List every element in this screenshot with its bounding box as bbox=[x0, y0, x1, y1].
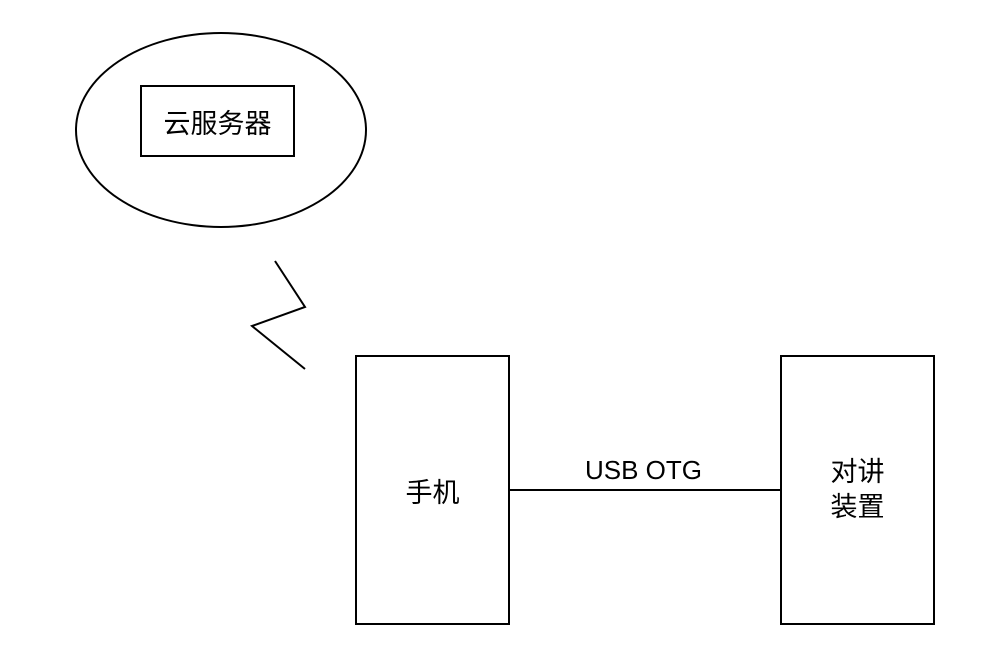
intercom-node: 对讲 装置 bbox=[780, 355, 935, 625]
cloud-server-node: 云服务器 bbox=[140, 85, 295, 157]
diagram-canvas: 云服务器 手机 对讲 装置 USB OTG bbox=[0, 0, 1000, 661]
phone-label: 手机 bbox=[406, 471, 460, 510]
cloud-server-label: 云服务器 bbox=[164, 102, 272, 141]
usb-otg-label: USB OTG bbox=[585, 455, 702, 486]
wireless-zigzag bbox=[252, 261, 305, 369]
intercom-label: 对讲 装置 bbox=[831, 455, 885, 525]
phone-node: 手机 bbox=[355, 355, 510, 625]
